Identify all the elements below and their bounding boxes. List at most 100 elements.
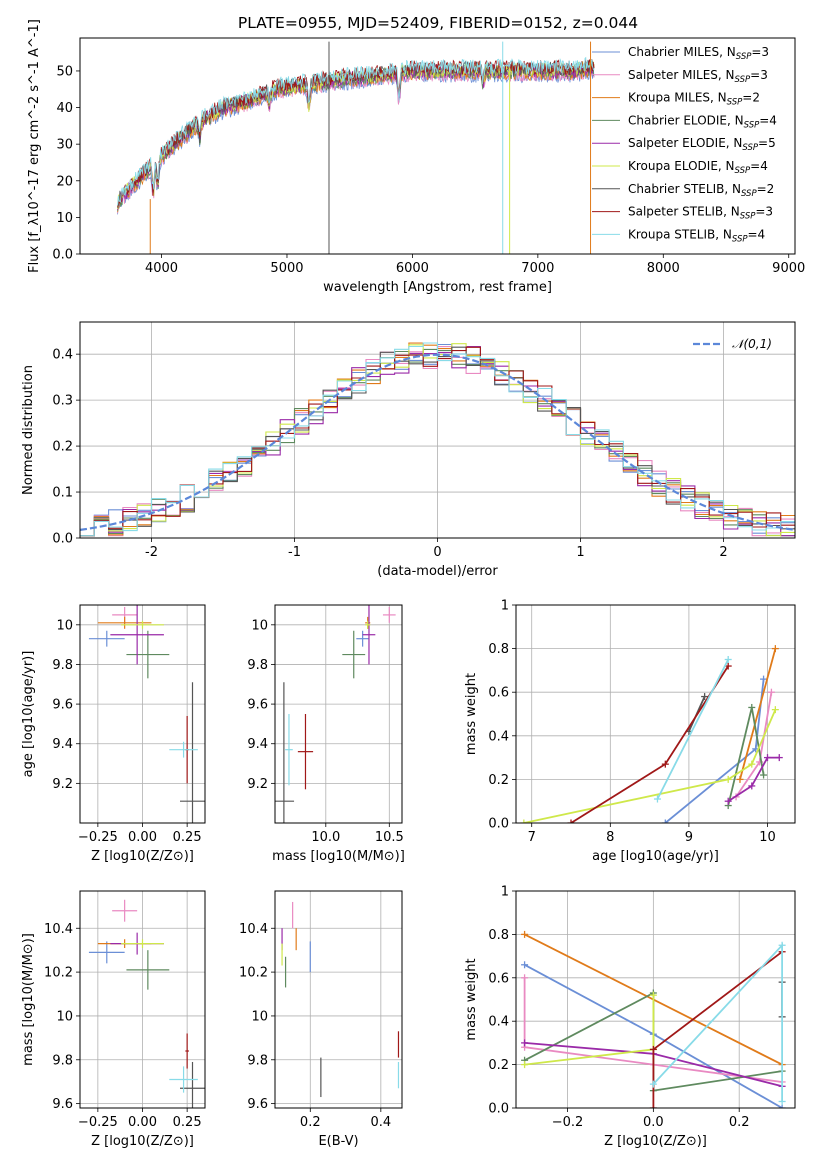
line-kroupa-miles xyxy=(739,648,777,780)
mass-vs-Z-panel: −0.25 0.00 0.25 9.6 9.8 10 10.2 10.4 Z [log10(Z/… xyxy=(21,890,206,1149)
x-tick-label: 9000 xyxy=(772,261,805,276)
residual-histogram-marks xyxy=(80,342,795,537)
y-tick-label: 30 xyxy=(56,138,73,153)
y-tick-label: 1 xyxy=(501,599,509,614)
x-tick-label: 0.25 xyxy=(173,830,202,845)
point-salpeter-stelib xyxy=(185,1033,189,1069)
y-axis-label: mass weight xyxy=(464,958,479,1040)
residual-histogram-panel: -2 -1 0 1 2 0.0 0.1 0.2 0.3 0.4 (data-model)/error… xyxy=(21,321,796,579)
y-tick-label: 0.8 xyxy=(488,642,509,657)
x-tick-label: 0.00 xyxy=(128,830,157,845)
y-tick-label: 10.4 xyxy=(239,922,268,937)
x-tick-label: 4000 xyxy=(145,261,178,276)
point-kroupa-elodie xyxy=(121,620,164,629)
y-tick-label: 0.1 xyxy=(52,486,73,501)
y-tick-label: 10 xyxy=(56,618,73,633)
y-tick-label: 0.6 xyxy=(488,971,509,986)
x-tick-label: 0.00 xyxy=(128,1115,157,1130)
x-tick-label: 0.2 xyxy=(729,1115,750,1130)
marker-salpeter-stelib xyxy=(649,1045,657,1053)
x-tick-label: 0.0 xyxy=(643,1115,664,1130)
legend-label-kroupa-stelib: Kroupa STELIB, NSSP=4 xyxy=(628,227,765,244)
legend-label-chabrier-stelib: Chabrier STELIB, NSSP=2 xyxy=(628,182,774,199)
spectrum-marks xyxy=(117,41,595,254)
x-tick-label: 9 xyxy=(685,830,693,845)
line-salpeter-stelib xyxy=(570,665,729,823)
mass-weight-vs-age-panel: 7 8 9 10 0.0 0.2 0.4 0.6 0.8 1 age [log10(age/yr)]… xyxy=(464,599,796,864)
point-kroupa-miles xyxy=(97,616,152,629)
y-tick-label: 40 xyxy=(56,101,73,116)
y-tick-label: 9.6 xyxy=(52,1097,73,1112)
x-tick-label: 7 xyxy=(528,830,536,845)
line-kroupa-stelib xyxy=(656,659,730,800)
age-vs-mass-marks xyxy=(275,605,396,823)
marker-chabrier-stelib xyxy=(701,693,709,701)
y-tick-label: 9.6 xyxy=(247,698,268,713)
age-vs-Z-marks xyxy=(88,605,205,823)
marker-salpeter-elodie xyxy=(521,1039,529,1047)
point-kroupa-stelib xyxy=(169,741,198,758)
y-tick-label: 0.0 xyxy=(488,817,509,832)
marker-salpeter-miles xyxy=(767,688,775,696)
legend-label-chabrier-miles: Chabrier MILES, NSSP=3 xyxy=(628,45,769,62)
y-tick-label: 0.4 xyxy=(488,729,509,744)
y-tick-label: 10.4 xyxy=(44,922,73,937)
marker-salpeter-stelib xyxy=(567,819,575,823)
point-salpeter-miles xyxy=(112,899,138,922)
point-chabrier-miles xyxy=(88,941,125,964)
y-tick-label: 10 xyxy=(56,211,73,226)
y-tick-label: 9.4 xyxy=(52,737,73,752)
marker-kroupa-elodie xyxy=(771,706,779,714)
point-chabrier-stelib xyxy=(275,682,295,823)
y-tick-label: 9.8 xyxy=(52,1053,73,1068)
y-tick-label: 9.2 xyxy=(52,777,73,792)
y-tick-label: 10 xyxy=(56,1009,73,1024)
x-tick-label: 1 xyxy=(576,545,584,560)
y-tick-label: 1 xyxy=(501,885,509,900)
marker-salpeter-elodie xyxy=(724,797,732,805)
marker-kroupa-miles xyxy=(521,930,529,938)
marker-salpeter-stelib xyxy=(649,1104,657,1108)
mass-weight-vs-Z-panel: −0.2 0.0 0.2 0.0 0.2 0.4 0.6 0.8 1 Z [log10(Z/Z⊙)… xyxy=(464,885,796,1149)
x-tick-label: -1 xyxy=(288,545,301,560)
x-tick-label: -2 xyxy=(145,545,158,560)
y-tick-label: 0.2 xyxy=(488,773,509,788)
x-tick-label: 7000 xyxy=(521,261,554,276)
y-tick-label: 9.8 xyxy=(52,658,73,673)
x-tick-label: 0.2 xyxy=(300,1115,321,1130)
marker-chabrier-miles xyxy=(521,961,529,969)
marker-kroupa-miles xyxy=(736,775,744,783)
histogram-kroupa-stelib xyxy=(80,342,795,537)
marker-kroupa-elodie xyxy=(649,991,657,999)
axes-frame xyxy=(79,890,206,1109)
y-tick-label: 10.2 xyxy=(44,966,73,981)
y-tick-label: 0.4 xyxy=(488,1015,509,1030)
x-tick-label: −0.25 xyxy=(78,830,118,845)
y-tick-label: 0.2 xyxy=(488,1058,509,1073)
point-chabrier-miles xyxy=(88,630,125,647)
axes-frame xyxy=(79,321,796,539)
x-tick-label: 0.4 xyxy=(370,1115,391,1130)
point-kroupa-elodie xyxy=(365,620,371,629)
point-salpeter-elodie xyxy=(362,605,376,665)
y-tick-label: 10 xyxy=(251,1009,268,1024)
mass-weight-vs-Z-marks xyxy=(521,930,786,1108)
point-salpeter-elodie xyxy=(110,605,164,665)
x-tick-label: 8 xyxy=(606,830,614,845)
marker-salpeter-elodie xyxy=(775,754,783,762)
mass-weight-vs-age-marks xyxy=(520,645,783,823)
point-kroupa-stelib xyxy=(169,1066,198,1093)
y-tick-label: 9.2 xyxy=(247,777,268,792)
axes-frame xyxy=(274,890,403,1109)
y-tick-label: 0.6 xyxy=(488,686,509,701)
y-tick-label: 10.2 xyxy=(239,966,268,981)
marker-kroupa-elodie xyxy=(520,819,528,823)
marker-salpeter-miles xyxy=(521,974,529,982)
legend-label-salpeter-elodie: Salpeter ELODIE, NSSP=5 xyxy=(628,136,776,153)
point-salpeter-stelib xyxy=(297,714,314,790)
axes-frame xyxy=(274,604,403,824)
y-tick-label: 9.4 xyxy=(247,737,268,752)
mass-vs-ebv-panel: 0.2 0.4 9.6 9.8 10 10.2 10.4 E(B-V) xyxy=(239,890,403,1149)
x-axis-label: Z [log10(Z/Z⊙)] xyxy=(91,1134,194,1149)
